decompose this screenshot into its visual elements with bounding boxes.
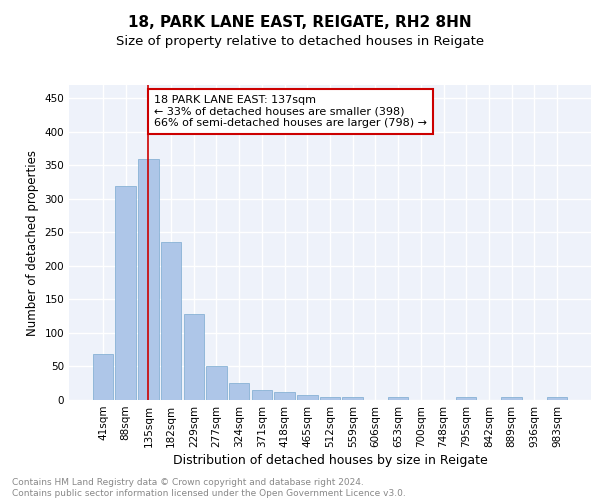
Bar <box>320 396 340 400</box>
Bar <box>229 383 250 400</box>
Bar <box>502 398 522 400</box>
Bar <box>206 366 227 400</box>
Bar <box>115 186 136 400</box>
Bar <box>274 392 295 400</box>
Bar <box>456 398 476 400</box>
Text: Size of property relative to detached houses in Reigate: Size of property relative to detached ho… <box>116 34 484 48</box>
Bar <box>161 242 181 400</box>
Y-axis label: Number of detached properties: Number of detached properties <box>26 150 39 336</box>
Bar <box>297 394 317 400</box>
Bar <box>547 398 567 400</box>
Bar <box>184 314 204 400</box>
Bar <box>251 390 272 400</box>
Bar <box>388 398 409 400</box>
Bar <box>343 396 363 400</box>
X-axis label: Distribution of detached houses by size in Reigate: Distribution of detached houses by size … <box>173 454 487 467</box>
Text: 18 PARK LANE EAST: 137sqm
← 33% of detached houses are smaller (398)
66% of semi: 18 PARK LANE EAST: 137sqm ← 33% of detac… <box>154 95 427 128</box>
Bar <box>138 158 158 400</box>
Text: 18, PARK LANE EAST, REIGATE, RH2 8HN: 18, PARK LANE EAST, REIGATE, RH2 8HN <box>128 15 472 30</box>
Bar <box>93 354 113 400</box>
Text: Contains HM Land Registry data © Crown copyright and database right 2024.
Contai: Contains HM Land Registry data © Crown c… <box>12 478 406 498</box>
